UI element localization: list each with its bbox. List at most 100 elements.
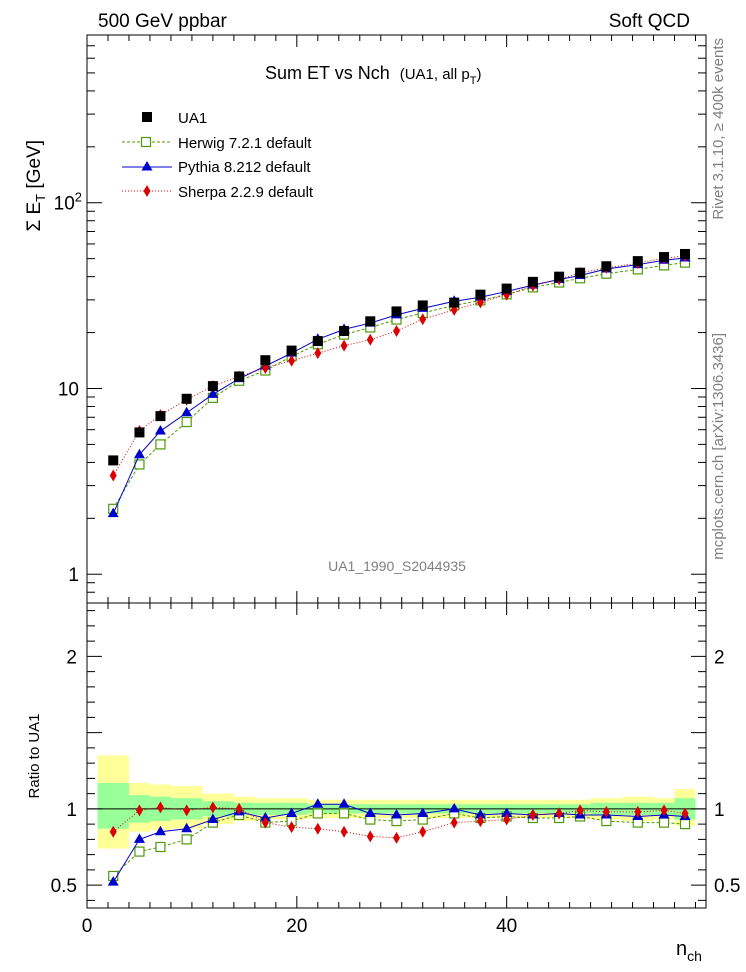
ratio-point-pythia bbox=[448, 802, 460, 813]
series-line-sherpa bbox=[112, 255, 686, 476]
ratio-point-sherpa bbox=[261, 816, 269, 829]
data-series bbox=[107, 248, 691, 886]
rivet-label: Rivet 3.1.10, ≥ 400k events bbox=[710, 38, 727, 220]
ratio-y-tick-label-right: 0.5 bbox=[714, 876, 740, 897]
ratio-point-sherpa bbox=[660, 804, 668, 817]
ratio-point-sherpa bbox=[288, 821, 296, 834]
data-point-herwig bbox=[181, 416, 192, 428]
data-point-ua1 bbox=[181, 393, 192, 404]
data-point-ua1 bbox=[312, 336, 323, 347]
ratio-point-herwig bbox=[338, 808, 350, 819]
data-point-ua1 bbox=[108, 455, 119, 466]
data-point-pythia bbox=[133, 448, 145, 459]
x-tick-label: 40 bbox=[496, 916, 517, 937]
legend-marker-sherpa bbox=[143, 185, 151, 197]
ratio-point-sherpa bbox=[634, 805, 642, 818]
data-point-ua1 bbox=[286, 345, 297, 356]
ratio-point-pythia bbox=[133, 833, 145, 843]
series-line-pythia bbox=[112, 257, 686, 514]
ratio-y-tick-label-right: 2 bbox=[714, 647, 725, 668]
ratio-series-sherpa bbox=[109, 801, 689, 844]
ratio-point-sherpa bbox=[366, 830, 374, 843]
analysis-watermark: UA1_1990_S2044935 bbox=[328, 558, 466, 574]
data-point-ua1 bbox=[260, 355, 271, 366]
ratio-point-herwig bbox=[679, 819, 691, 830]
ratio-point-herwig bbox=[312, 808, 323, 819]
chart-title: Sum ET vs Nch (UA1, all pT) bbox=[265, 63, 481, 87]
ratio-point-sherpa bbox=[529, 808, 537, 821]
ratio-point-pythia bbox=[207, 813, 219, 824]
y-tick-label: 102 bbox=[54, 190, 82, 215]
ratio-plot-frame bbox=[86, 602, 707, 909]
ratio-point-herwig bbox=[134, 846, 145, 857]
y-tick-label: 1 bbox=[68, 565, 79, 586]
data-point-sherpa bbox=[419, 313, 427, 326]
legend: UA1 Herwig 7.2.1 default Pythia 8.212 de… bbox=[122, 110, 314, 201]
ratio-point-pythia bbox=[501, 807, 513, 817]
ratio-y-tick-label: 0.5 bbox=[51, 876, 77, 897]
ratio-point-herwig bbox=[155, 841, 166, 853]
ratio-point-pythia bbox=[474, 808, 486, 819]
data-point-ua1 bbox=[575, 267, 586, 278]
legend-item-ua1: UA1 bbox=[142, 110, 207, 127]
ratio-point-sherpa bbox=[450, 816, 458, 829]
series-line-herwig bbox=[112, 262, 686, 510]
data-point-ua1 bbox=[207, 381, 218, 392]
legend-label-pythia: Pythia 8.212 default bbox=[178, 159, 311, 176]
data-point-sherpa bbox=[340, 339, 348, 352]
axes: 0 20 40 1 10 102 0.5 0.5 1 1 2 2 bbox=[51, 34, 740, 937]
data-point-pythia bbox=[107, 507, 119, 518]
ratio-point-pythia bbox=[107, 876, 119, 886]
legend-item-herwig: Herwig 7.2.1 default bbox=[122, 135, 312, 152]
ratio-point-sherpa bbox=[314, 822, 322, 835]
series-sherpa bbox=[109, 249, 689, 482]
data-point-ua1 bbox=[632, 256, 643, 267]
legend-item-sherpa: Sherpa 2.2.9 default bbox=[122, 184, 314, 201]
ratio-y-tick-label: 2 bbox=[66, 647, 77, 668]
data-point-ua1 bbox=[554, 271, 565, 282]
ratio-y-tick-label-right: 1 bbox=[714, 800, 725, 821]
ratio-point-sherpa bbox=[555, 807, 563, 820]
ratio-point-sherpa bbox=[109, 825, 117, 838]
legend-item-pythia: Pythia 8.212 default bbox=[122, 159, 311, 176]
ratio-point-sherpa bbox=[209, 801, 217, 814]
y-axis-label-ratio: Ratio to UA1 bbox=[26, 713, 43, 798]
x-tick-label: 0 bbox=[82, 916, 93, 937]
legend-marker-ua1 bbox=[142, 112, 152, 122]
series-herwig bbox=[108, 257, 691, 514]
data-point-ua1 bbox=[475, 289, 486, 300]
ratio-point-sherpa bbox=[576, 804, 584, 817]
ratio-point-sherpa bbox=[681, 807, 689, 820]
ratio-point-herwig bbox=[658, 817, 670, 828]
ratio-point-sherpa bbox=[156, 801, 164, 814]
ratio-point-herwig bbox=[181, 834, 192, 845]
ratio-point-sherpa bbox=[393, 831, 400, 844]
ratio-point-sherpa bbox=[340, 825, 348, 838]
ratio-point-sherpa bbox=[183, 804, 191, 817]
data-point-ua1 bbox=[501, 283, 512, 294]
data-point-ua1 bbox=[659, 252, 670, 263]
ratio-y-tick-label: 1 bbox=[66, 800, 77, 821]
data-point-sherpa bbox=[288, 354, 296, 367]
data-point-ua1 bbox=[134, 427, 145, 438]
data-point-herwig bbox=[155, 439, 166, 450]
data-point-ua1 bbox=[527, 276, 538, 287]
ratio-point-pythia bbox=[154, 825, 166, 836]
legend-label-ua1: UA1 bbox=[178, 110, 207, 127]
y-tick-label: 10 bbox=[58, 379, 79, 400]
header-left: 500 GeV ppbar bbox=[98, 11, 228, 32]
x-tick-label: 20 bbox=[286, 916, 307, 937]
ratio-point-pythia bbox=[312, 798, 324, 808]
ratio-point-pythia bbox=[286, 807, 298, 817]
legend-label-sherpa: Sherpa 2.2.9 default bbox=[178, 184, 314, 201]
ratio-line-sherpa bbox=[112, 806, 686, 839]
data-point-ua1 bbox=[680, 248, 691, 259]
mcplots-label: mcplots.cern.ch [arXiv:1306.3436] bbox=[710, 333, 727, 560]
ratio-point-sherpa bbox=[476, 815, 484, 828]
data-point-sherpa bbox=[393, 324, 400, 337]
data-point-ua1 bbox=[234, 371, 245, 382]
data-point-ua1 bbox=[365, 316, 376, 327]
legend-label-herwig: Herwig 7.2.1 default bbox=[178, 135, 312, 152]
ratio-point-sherpa bbox=[419, 825, 427, 838]
